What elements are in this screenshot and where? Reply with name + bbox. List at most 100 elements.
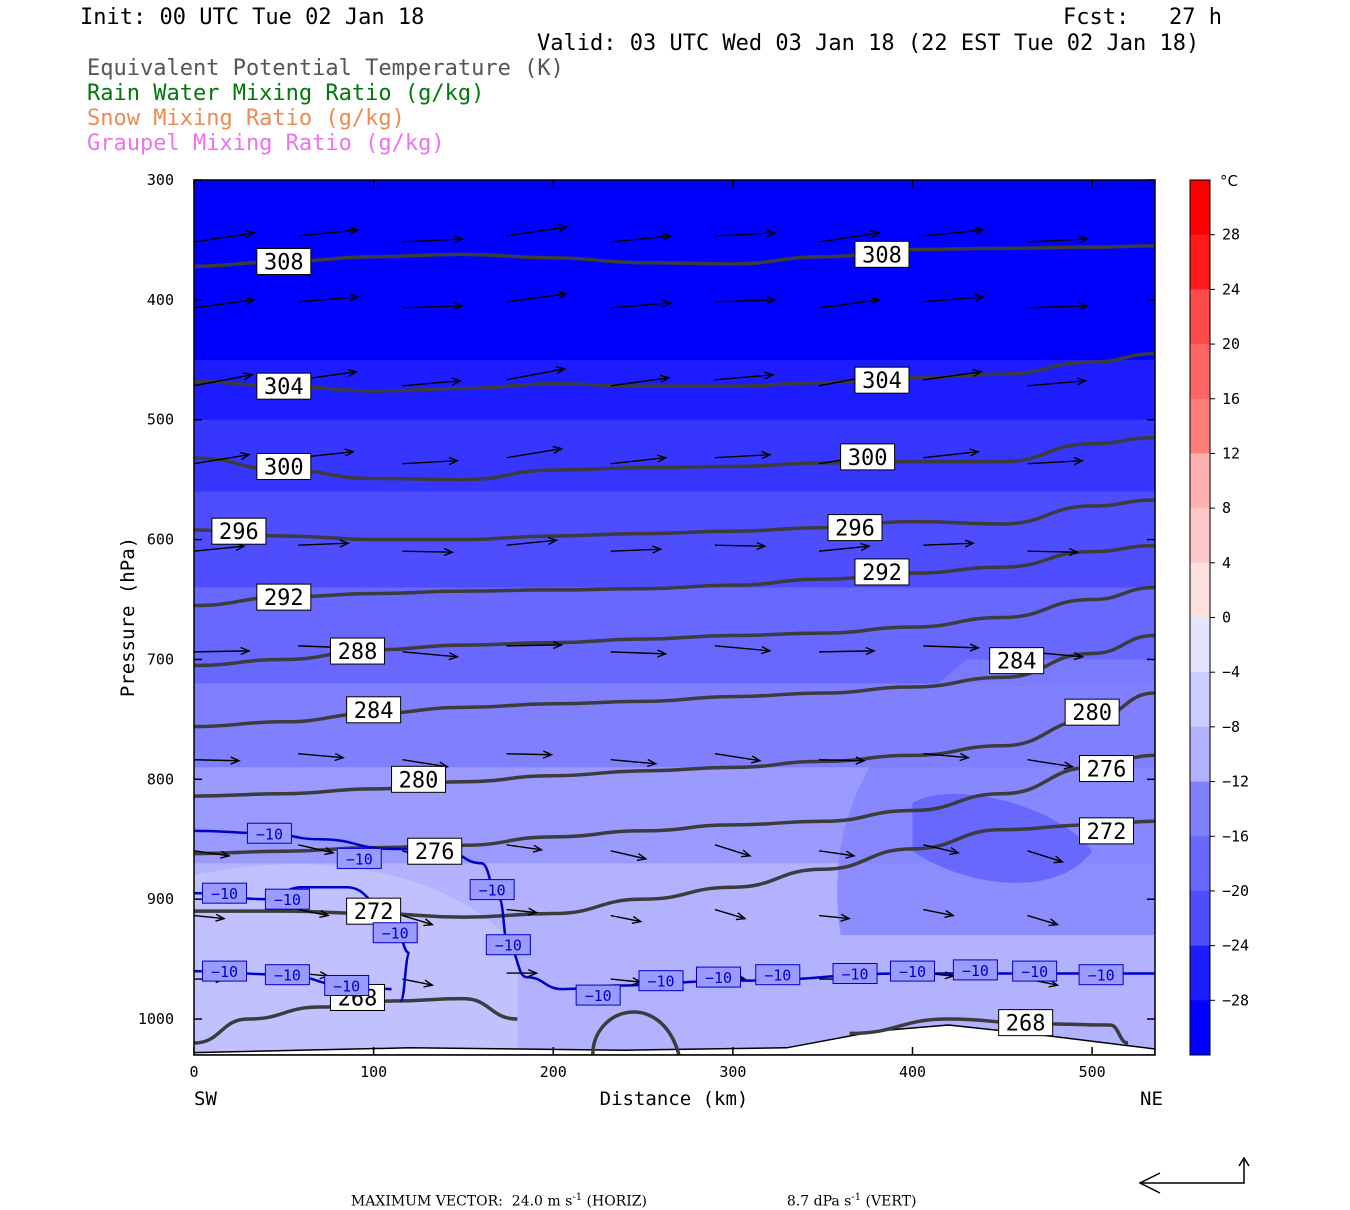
wind-vector (610, 914, 643, 925)
temp-label-text: −10 (962, 962, 989, 980)
wind-vector-shaft (610, 235, 671, 243)
wind-vector (610, 454, 668, 465)
wind-vector (714, 229, 777, 238)
colorbar-box (1190, 289, 1210, 345)
temp-label: −10 (755, 964, 801, 986)
wind-vector-shaft (506, 644, 562, 647)
theta-e-contour (194, 244, 1155, 269)
wind-vector-shaft (1027, 459, 1083, 465)
wind-vector-head (423, 918, 435, 927)
temp-label: −10 (264, 888, 310, 910)
wind-vector (1027, 456, 1085, 466)
wind-vector-head (764, 371, 775, 380)
colorbar-box (1190, 672, 1210, 728)
theta-e-contour (194, 543, 1155, 608)
temp-label-text: −10 (211, 885, 238, 903)
wind-vector-head (215, 913, 226, 922)
wind-vector-head (959, 752, 971, 762)
wind-vector-shaft (298, 229, 359, 237)
theta-e-label-text: 280 (399, 768, 439, 793)
theta-e-label-box (256, 372, 312, 400)
temp-label: −10 (372, 922, 418, 944)
theta-e-label-text: 308 (862, 243, 902, 268)
wind-vector (610, 299, 673, 309)
theta-e-label: 268 (998, 1009, 1054, 1037)
temp-label: −10 (202, 882, 248, 904)
theta-e-label: 280 (1064, 698, 1120, 726)
theta-e-label-text: 300 (848, 446, 888, 471)
wind-vector (402, 235, 465, 244)
theta-e-label: 276 (1079, 755, 1135, 783)
wind-vector (610, 758, 658, 768)
colorbar-label: −4 (1222, 663, 1240, 681)
temp-label-text: −10 (705, 969, 732, 987)
wind-vector (819, 913, 851, 922)
theta-e-contour (194, 753, 1155, 856)
wind-vector-shaft (1027, 238, 1088, 243)
wind-vector-shaft (714, 374, 773, 381)
wind-vector-head (761, 646, 772, 655)
theta-e-label-text: 300 (264, 455, 304, 480)
wind-vector-shaft (923, 753, 969, 759)
wind-vector (819, 542, 871, 552)
wind-vector-shaft (298, 542, 349, 546)
wind-vector-shaft (402, 459, 458, 465)
wind-vector (923, 293, 986, 303)
wind-vector (610, 374, 671, 387)
colorbar-unit: °C (1220, 172, 1238, 190)
wind-vector-head (349, 293, 360, 302)
wind-vector (506, 445, 564, 459)
theta-e-label-box (211, 517, 267, 545)
cold-core (912, 793, 1093, 883)
wind-vector-head (740, 849, 752, 858)
theta-e-label-box (1064, 698, 1120, 726)
wind-vector-shaft (298, 296, 359, 303)
temp-label-text: −10 (841, 965, 868, 983)
wind-vector-head (964, 539, 976, 548)
wind-vector-shaft (402, 651, 458, 658)
wind-vector-shaft (298, 844, 334, 854)
wind-vector-head (453, 301, 465, 311)
wind-vector (298, 908, 330, 919)
wind-vector-head (245, 296, 256, 306)
wind-vector-head (349, 226, 360, 235)
wind-vector-head (552, 445, 564, 455)
temp-label: −10 (575, 984, 621, 1006)
wind-vector (923, 368, 984, 381)
wind-vector (818, 230, 881, 243)
wind-vector (402, 456, 460, 466)
wind-vector (506, 968, 539, 978)
temp-label-box (469, 879, 515, 901)
wind-vector-head (865, 646, 876, 656)
wind-vector (402, 914, 435, 927)
wind-vector-head (661, 232, 673, 241)
temp-label-text: −10 (479, 882, 506, 900)
wind-vector (819, 850, 856, 859)
temp-label-box (890, 960, 936, 982)
colorbar-box (1190, 890, 1210, 947)
wind-vector-head (555, 366, 567, 375)
wind-vector-shaft (506, 539, 557, 546)
wind-vector-head (240, 451, 251, 461)
wind-vector (1027, 301, 1090, 311)
theta-e-label-text: 296 (835, 517, 875, 542)
temp-label-box (575, 984, 621, 1006)
wind-vector-head (547, 536, 559, 546)
x-tick-label: 200 (540, 1063, 567, 1081)
legend-line: Snow Mixing Ratio (g/kg) (87, 106, 405, 131)
wind-vector (610, 232, 673, 243)
colorbar-label: 12 (1222, 444, 1240, 462)
y-tick-label: 1000 (138, 1010, 174, 1028)
temp-label-text: −10 (274, 967, 301, 985)
wind-vector-head (339, 539, 350, 548)
temp-label-text: −10 (1088, 967, 1115, 985)
wind-vector-head (751, 755, 762, 764)
temp-label-box (1078, 964, 1124, 986)
theta-e-contour (194, 691, 1155, 798)
wind-vector (819, 756, 866, 765)
wind-vector (714, 753, 762, 764)
theta-e-label: 276 (407, 837, 463, 865)
wind-vector (923, 643, 981, 652)
wind-vector-head (557, 290, 569, 300)
ne-label: NE (1140, 1088, 1163, 1110)
